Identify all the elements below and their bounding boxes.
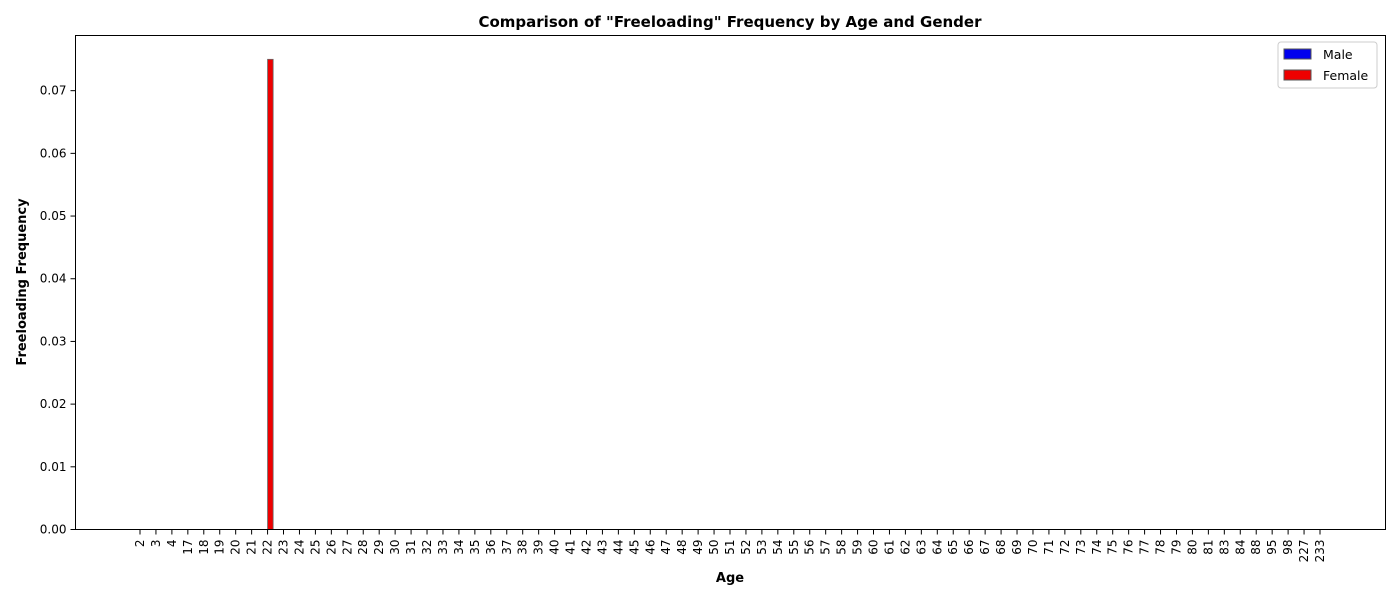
x-tick-label: 54 xyxy=(771,540,785,555)
x-tick-label: 51 xyxy=(723,540,737,555)
x-tick-label: 28 xyxy=(356,540,370,555)
x-tick-label: 2 xyxy=(133,540,147,548)
x-tick-label: 38 xyxy=(516,540,530,555)
y-tick-label: 0.00 xyxy=(40,523,67,537)
x-tick-label: 77 xyxy=(1138,540,1152,555)
plot-area xyxy=(267,58,274,530)
x-tick-label: 37 xyxy=(500,540,514,555)
x-tick-label: 17 xyxy=(181,540,195,555)
x-tick-label: 233 xyxy=(1313,540,1327,563)
x-tick-label: 95 xyxy=(1265,540,1279,555)
x-tick-label: 4 xyxy=(165,540,179,548)
x-tick-label: 52 xyxy=(739,540,753,555)
bar-female-22 xyxy=(267,58,274,530)
x-tick-label: 53 xyxy=(755,540,769,555)
x-tick-label: 74 xyxy=(1090,540,1104,555)
x-tick-label: 69 xyxy=(1010,540,1024,555)
y-tick-label: 0.01 xyxy=(40,460,67,474)
y-tick-label: 0.02 xyxy=(40,397,67,411)
x-tick-label: 22 xyxy=(261,540,275,555)
x-tick-label: 19 xyxy=(213,540,227,555)
x-tick-label: 98 xyxy=(1281,540,1295,555)
x-tick-label: 24 xyxy=(292,540,306,555)
x-tick-label: 39 xyxy=(532,540,546,555)
x-tick-label: 61 xyxy=(882,540,896,555)
x-tick-label: 30 xyxy=(388,540,402,555)
x-tick-label: 41 xyxy=(564,540,578,555)
y-axis: 0.00 0.01 0.02 0.03 0.04 0.05 0.06 0.07 xyxy=(40,84,76,537)
x-tick-label: 81 xyxy=(1201,540,1215,555)
x-tick-label: 40 xyxy=(548,540,562,555)
x-axis-label: Age xyxy=(716,571,744,586)
x-tick-label: 26 xyxy=(324,540,338,555)
x-tick-label: 47 xyxy=(659,540,673,555)
plot-frame xyxy=(75,35,1386,530)
legend-label-male: Male xyxy=(1323,47,1353,62)
x-tick-label: 58 xyxy=(835,540,849,555)
x-tick-label: 79 xyxy=(1169,540,1183,555)
x-tick-label: 68 xyxy=(994,540,1008,555)
x-tick-label: 72 xyxy=(1058,540,1072,555)
x-tick-label: 49 xyxy=(691,540,705,555)
x-tick-label: 62 xyxy=(898,540,912,555)
x-tick-label: 80 xyxy=(1185,540,1199,555)
x-tick-label: 59 xyxy=(851,540,865,555)
x-tick-label: 65 xyxy=(946,540,960,555)
y-tick-label: 0.06 xyxy=(40,146,67,160)
x-tick-label: 67 xyxy=(978,540,992,555)
x-tick-label: 44 xyxy=(611,540,625,555)
x-tick-label: 20 xyxy=(229,540,243,555)
x-tick-label: 70 xyxy=(1026,540,1040,555)
x-tick-label: 73 xyxy=(1074,540,1088,555)
x-tick-label: 33 xyxy=(436,540,450,555)
y-tick-label: 0.07 xyxy=(40,84,67,98)
x-tick-label: 75 xyxy=(1106,540,1120,555)
x-tick-label: 18 xyxy=(197,540,211,555)
x-axis: 2 3 4 17 18 19 20 21 22 23 24 25 26 27 28 29 30 31 32 33 34 3… xyxy=(133,529,1327,563)
legend-swatch-male xyxy=(1283,48,1312,60)
x-tick-label: 27 xyxy=(340,540,354,555)
x-tick-label: 45 xyxy=(627,540,641,555)
x-tick-label: 21 xyxy=(245,540,259,555)
x-tick-label: 57 xyxy=(819,540,833,555)
chart-title: Comparison of "Freeloading" Frequency by… xyxy=(478,13,982,31)
x-tick-label: 46 xyxy=(643,540,657,555)
x-tick-label: 34 xyxy=(452,540,466,555)
x-tick-label: 43 xyxy=(595,540,609,555)
x-tick-label: 84 xyxy=(1233,540,1247,555)
x-tick-label: 88 xyxy=(1249,540,1263,555)
x-tick-label: 32 xyxy=(420,540,434,555)
x-tick-label: 35 xyxy=(468,540,482,555)
x-tick-label: 63 xyxy=(914,540,928,555)
y-axis-label: Freeloading Frequency xyxy=(15,198,30,366)
x-tick-label: 50 xyxy=(707,540,721,555)
y-tick-label: 0.03 xyxy=(40,334,67,348)
legend: Male Female xyxy=(1277,41,1378,89)
legend-label-female: Female xyxy=(1323,68,1369,83)
x-tick-label: 56 xyxy=(803,540,817,555)
x-tick-label: 83 xyxy=(1217,540,1231,555)
x-tick-label: 42 xyxy=(579,540,593,555)
x-tick-label: 66 xyxy=(962,540,976,555)
x-tick-label: 55 xyxy=(787,540,801,555)
x-tick-label: 76 xyxy=(1122,540,1136,555)
x-tick-label: 36 xyxy=(484,540,498,555)
x-tick-label: 78 xyxy=(1154,540,1168,555)
x-tick-label: 227 xyxy=(1297,540,1311,563)
x-tick-label: 25 xyxy=(308,540,322,555)
x-tick-label: 23 xyxy=(277,540,291,555)
legend-swatch-female xyxy=(1283,69,1312,81)
x-tick-label: 3 xyxy=(149,540,163,548)
x-tick-label: 31 xyxy=(404,540,418,555)
x-tick-label: 48 xyxy=(675,540,689,555)
x-tick-label: 29 xyxy=(372,540,386,555)
x-tick-label: 60 xyxy=(867,540,881,555)
x-tick-label: 64 xyxy=(930,540,944,555)
y-tick-label: 0.04 xyxy=(40,272,67,286)
y-tick-label: 0.05 xyxy=(40,209,67,223)
x-tick-label: 71 xyxy=(1042,540,1056,555)
